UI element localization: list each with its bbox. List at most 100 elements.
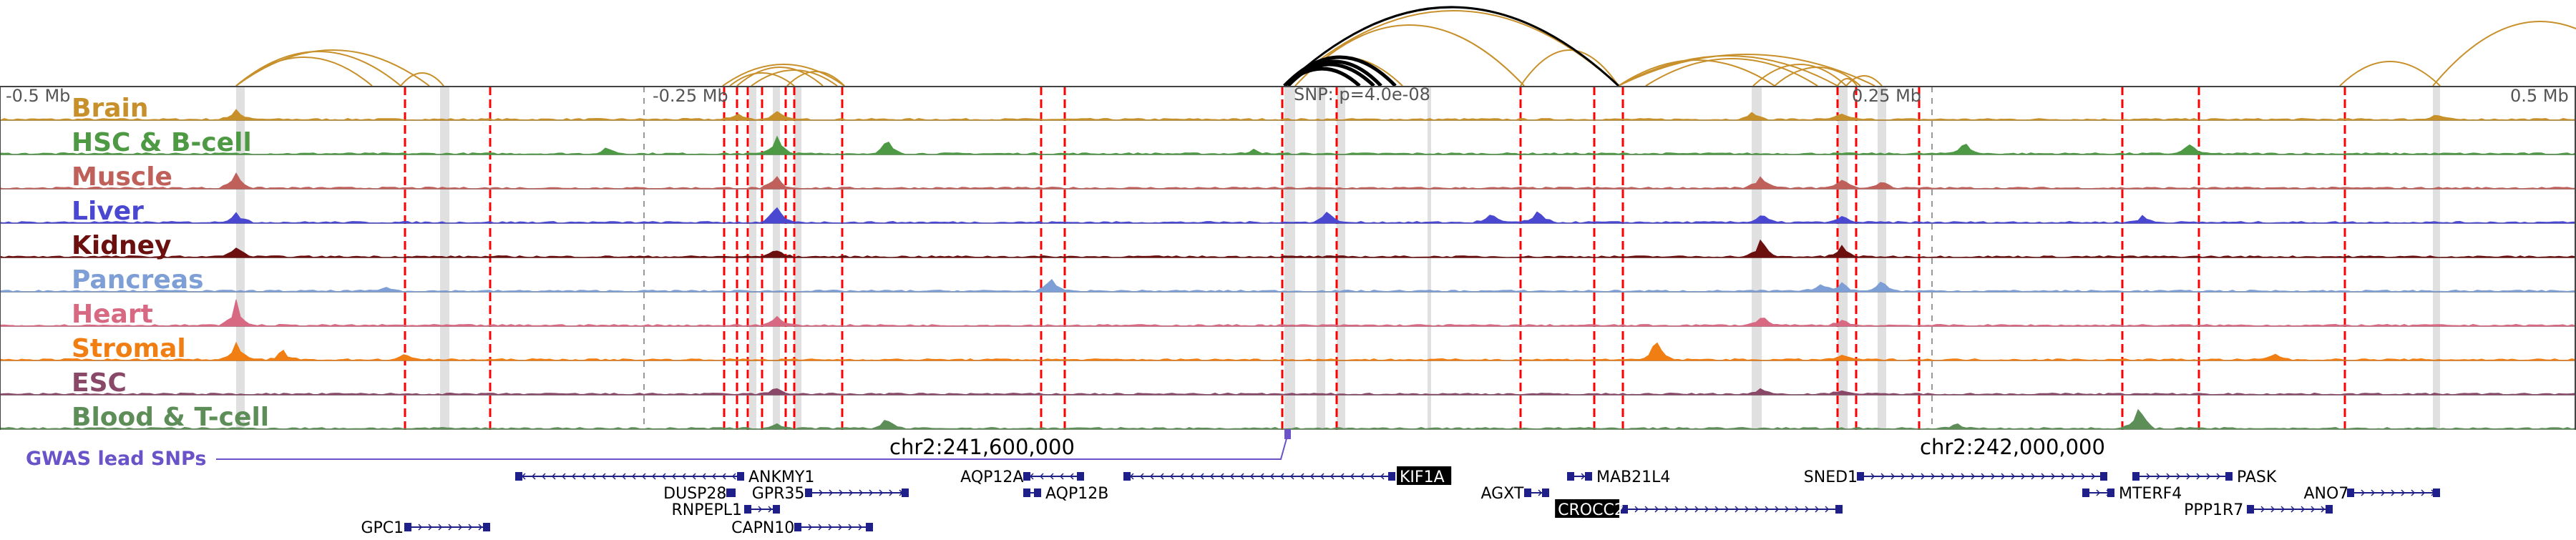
strand-arrow [1674,506,1679,513]
track-liver: Liver [0,197,2576,226]
strand-arrow [1724,506,1729,513]
strand-arrow [1159,473,1164,480]
gene-label: AGXT [1480,485,1523,503]
strand-arrow [531,473,536,480]
strand-arrow [1229,473,1234,480]
track-label: Stromal [72,334,186,363]
gene-ano7: ANO7 [2303,485,2440,503]
gwas-label: GWAS lead SNPs [26,448,206,470]
exon [1585,472,1592,481]
gene-aqp12a: AQP12A [960,468,1084,486]
highlight-band [1284,87,1295,430]
track-signal [0,207,2576,224]
strand-arrow [1694,506,1699,513]
strand-arrow [2001,473,2006,480]
strand-arrow [2011,473,2016,480]
strand-arrow [2321,506,2326,513]
exon [1388,472,1395,481]
strand-arrow [711,473,716,480]
chromatin-loop-arc [1618,59,1775,87]
strand-arrow [1269,473,1274,480]
exon [794,523,801,531]
strand-arrow [418,524,423,531]
exon [2433,489,2440,497]
strand-arrow [2196,473,2201,480]
highlight-band [1752,87,1762,430]
strand-arrow [1069,473,1074,480]
strand-arrow [2021,473,2026,480]
strand-arrow [1581,473,1586,480]
strand-arrow [691,473,696,480]
track-label: Heart [72,300,153,329]
strand-arrow [1360,473,1365,480]
highlight-band [749,87,756,430]
strand-arrow [2206,473,2211,480]
track-stromal: Stromal [0,334,2576,363]
chromatin-loop-arc [1837,78,1858,87]
exon [2347,489,2354,497]
track-label: Blood & T-cell [72,403,269,432]
gene-label: CAPN10 [731,519,794,536]
track-heart: Heart [0,299,2576,329]
track-label: Kidney [72,231,172,260]
strand-arrow [1538,489,1543,496]
strand-arrow [681,473,686,480]
strand-arrow [671,473,676,480]
strand-arrow [828,524,833,531]
strand-arrow [1350,473,1355,480]
strand-arrow [1319,473,1324,480]
strand-arrow [1199,473,1204,480]
strand-arrow [1911,473,1916,480]
strand-arrow [1330,473,1335,480]
strand-arrow [1239,473,1244,480]
chromatin-loop-arc [2432,21,2576,87]
highlight-band [440,87,449,430]
strand-arrow [1309,473,1314,480]
strand-arrow [2411,489,2416,496]
strand-arrow [1890,473,1896,480]
strand-arrow [1805,506,1810,513]
strand-arrow [1039,473,1044,480]
track-label: Muscle [72,162,172,192]
strand-arrow [1880,473,1885,480]
strand-arrow [1219,473,1224,480]
gene-ankmy1: ANKMY1 [515,468,814,486]
strand-arrow [1634,506,1639,513]
strand-arrow [1049,473,1054,480]
strand-arrow [2361,489,2366,496]
strand-arrow [1209,473,1214,480]
strand-arrow [1149,473,1154,480]
chromatin-loops [235,6,2576,87]
exon [866,523,873,531]
strand-arrow [631,473,636,480]
strand-arrow [591,473,596,480]
strand-arrow [1901,473,1906,480]
strand-arrow [838,524,843,531]
highlight-band [2433,87,2440,430]
strand-arrow [1870,473,1875,480]
strand-arrow [701,473,706,480]
track-signal [0,408,2576,430]
strand-arrow [1664,506,1669,513]
strand-arrow [1299,473,1304,480]
strand-arrow [2290,506,2296,513]
strand-arrow [1059,473,1064,480]
gene-gpc1: GPC1 [361,519,490,537]
gene-label: ANKMY1 [748,468,814,486]
exon [1524,489,1531,497]
chromatin-loop-arc [1752,64,1847,87]
exon [483,523,490,531]
strand-arrow [2280,506,2285,513]
gene-label: SNED1 [1804,468,1858,486]
strand-arrow [2031,473,2036,480]
strand-arrow [1991,473,1996,480]
strand-arrow [1755,506,1760,513]
strand-arrow [2301,506,2306,513]
track-esc: ESC [0,368,2576,398]
strand-arrow [819,489,824,496]
scale-axis: -0.5 Mb -0.25 Mb SNP: p=4.0e-08 0.25 Mb … [0,84,2576,106]
track-label: Brain [72,94,148,123]
gene-label: DUSP28 [663,485,726,503]
strand-arrow [468,524,473,531]
